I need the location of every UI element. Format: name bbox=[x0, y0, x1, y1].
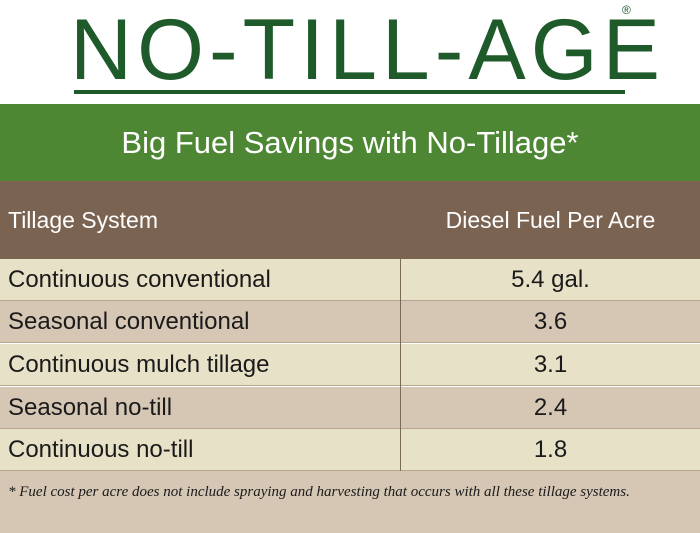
fuel-per-acre-cell: 1.8 bbox=[533, 436, 568, 463]
tillage-system-cell: Continuous conventional bbox=[8, 266, 271, 293]
tillage-system-cell: Continuous mulch tillage bbox=[8, 351, 270, 378]
logo-underline bbox=[74, 90, 625, 94]
fuel-per-acre-cell: 5.4 gal. bbox=[511, 266, 590, 293]
column-header-diesel-fuel: Diesel Fuel Per Acre bbox=[445, 207, 656, 233]
fuel-per-acre-cell: 3.1 bbox=[533, 351, 568, 378]
table-row: Seasonal conventional 3.6 bbox=[0, 301, 700, 343]
table-row: Continuous mulch tillage 3.1 bbox=[0, 344, 700, 386]
fuel-per-acre-cell: 2.4 bbox=[533, 394, 568, 421]
table-row: Seasonal no-till 2.4 bbox=[0, 387, 700, 429]
column-header-tillage-system: Tillage System bbox=[8, 207, 158, 233]
logo-area: NO-TILL-AGE ® bbox=[0, 0, 700, 104]
column-divider bbox=[400, 259, 401, 471]
registered-trademark-icon: ® bbox=[622, 3, 631, 17]
tillage-system-cell: Seasonal no-till bbox=[8, 394, 173, 421]
table-row: Continuous no-till 1.8 bbox=[0, 429, 700, 471]
tillage-system-cell: Continuous no-till bbox=[8, 436, 194, 463]
tillage-system-cell: Seasonal conventional bbox=[8, 308, 250, 335]
fuel-per-acre-cell: 3.6 bbox=[533, 308, 568, 335]
brand-logo: NO-TILL-AGE bbox=[70, 2, 665, 98]
table-header: Tillage System Diesel Fuel Per Acre bbox=[0, 181, 700, 259]
table-row: Continuous conventional 5.4 gal. bbox=[0, 259, 700, 301]
page-title-banner: Big Fuel Savings with No-Tillage* bbox=[0, 104, 700, 181]
footnote: * Fuel cost per acre does not include sp… bbox=[0, 471, 700, 533]
fuel-table: Continuous conventional 5.4 gal. Seasona… bbox=[0, 259, 700, 471]
